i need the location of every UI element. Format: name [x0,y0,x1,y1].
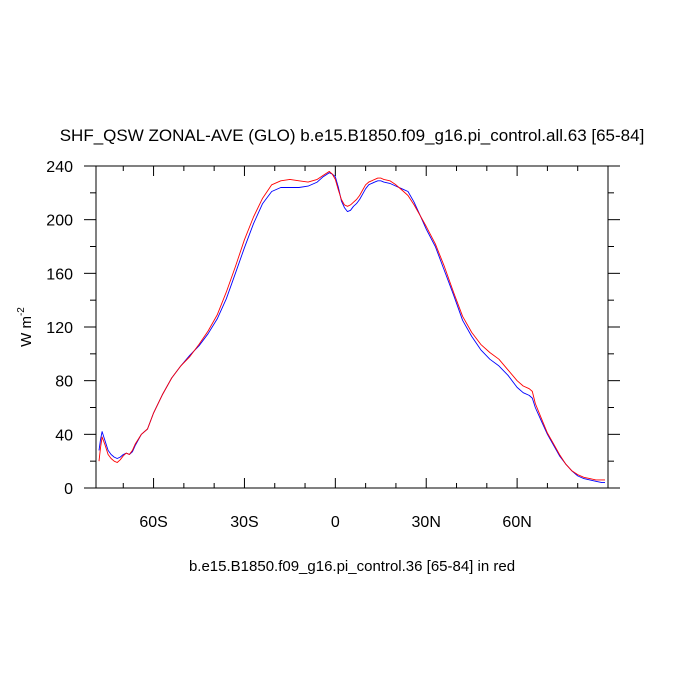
y-tick-label: 80 [55,374,73,391]
chart-title: SHF_QSW ZONAL-AVE (GLO) b.e15.B1850.f09_… [60,126,645,145]
x-tick-label: 30S [230,514,258,531]
series-line-blue [98,172,605,484]
x-axis: 60S 30S 0 30N 60N [122,166,609,531]
series-group [98,170,605,484]
x-tick-label: 60N [502,514,531,531]
series-line-red [98,170,605,481]
y-tick-label: 0 [64,481,73,498]
y-tick-label: 240 [46,159,73,176]
y-axis-label-exponent: -2 [16,307,27,316]
plot-frame [95,165,609,489]
plot-area: 60S 30S 0 30N 60N 0 40 80 120 160 200 240 [46,159,620,531]
x-tick-label: 60S [139,514,167,531]
y-tick-label: 120 [46,320,73,337]
y-tick-label: 40 [55,427,73,444]
y-axis-label: W m-2 [16,307,35,347]
y-tick-label: 200 [46,213,73,230]
y-axis: 0 40 80 120 160 200 240 [46,159,620,498]
x-tick-label: 30N [412,514,441,531]
y-tick-label: 160 [46,266,73,283]
x-axis-label: b.e15.B1850.f09_g16.pi_control.36 [65-84… [189,558,515,575]
x-tick-label: 0 [331,514,340,531]
y-axis-label-main: W m [18,316,35,347]
